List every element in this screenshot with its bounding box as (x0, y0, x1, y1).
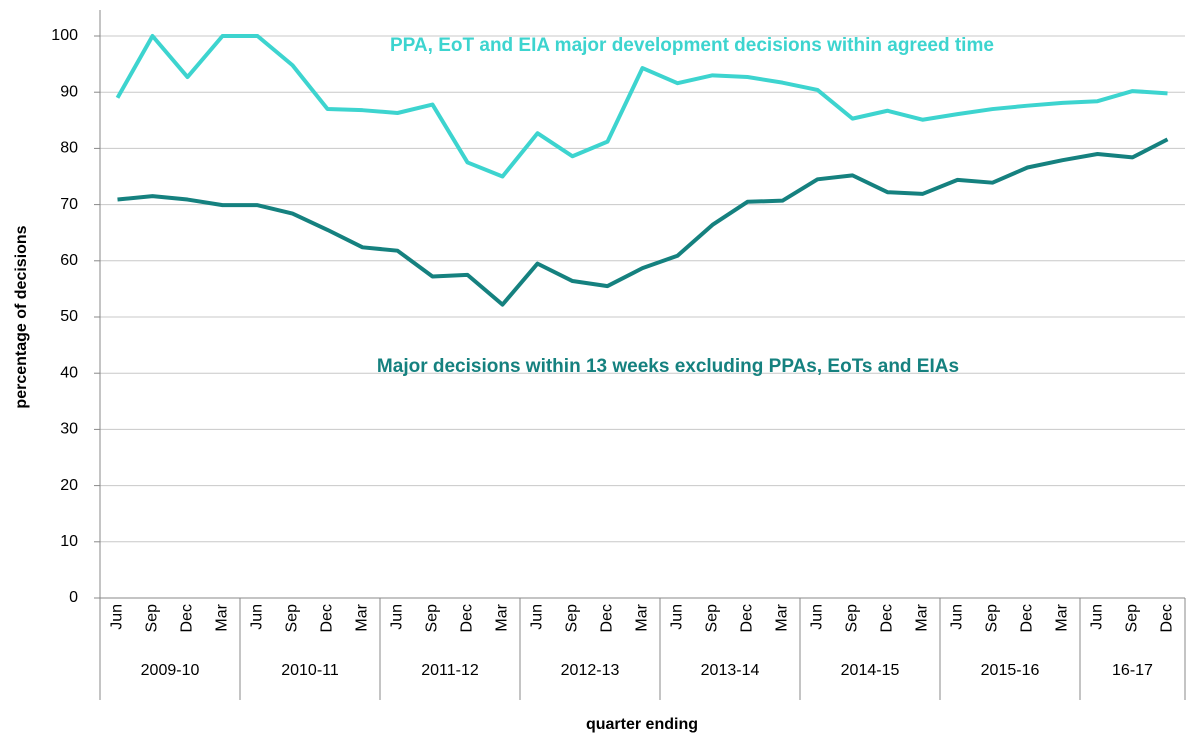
x-tick-label: Dec (459, 604, 476, 632)
x-tick-label: Sep (144, 604, 161, 633)
x-tick-label: Dec (179, 604, 196, 632)
x-tick-label: Sep (1124, 604, 1141, 633)
series-label: PPA, EoT and EIA major development decis… (390, 35, 994, 56)
y-tick-label: 70 (60, 196, 78, 213)
x-tick-label: Sep (564, 604, 581, 633)
y-tick-label: 50 (60, 308, 78, 325)
x-tick-label: Sep (984, 604, 1001, 633)
y-tick-label: 100 (51, 27, 78, 44)
y-tick-label: 40 (60, 364, 78, 381)
x-tick-label: Mar (774, 603, 791, 631)
group-label: 2012-13 (561, 662, 620, 679)
series-line (115, 34, 1168, 179)
x-tick-label: Sep (844, 604, 861, 633)
x-tick-label: Dec (319, 604, 336, 632)
x-tick-label: Dec (879, 604, 896, 632)
x-tick-label: Jun (529, 604, 546, 630)
x-tick-label: Jun (109, 604, 126, 630)
x-axis-label: quarter ending (586, 716, 698, 733)
x-tick-label: Mar (354, 603, 371, 631)
x-tick-label: Jun (1089, 604, 1106, 630)
x-tick-label: Jun (389, 604, 406, 630)
x-tick-label: Jun (809, 604, 826, 630)
group-label: 2015-16 (981, 662, 1040, 679)
x-tick-label: Mar (914, 603, 931, 631)
y-tick-label: 90 (60, 83, 78, 100)
x-tick-label: Jun (669, 604, 686, 630)
x-tick-label: Mar (1054, 603, 1071, 631)
y-tick-label: 0 (69, 589, 78, 606)
group-label: 2011-12 (421, 662, 479, 679)
series-line (117, 137, 1169, 307)
series-label: Major decisions within 13 weeks excludin… (377, 356, 959, 377)
x-tick-label: Mar (494, 603, 511, 631)
group-label: 2014-15 (841, 662, 900, 679)
group-label: 2013-14 (701, 662, 760, 679)
y-axis-label: percentage of decisions (13, 225, 30, 408)
x-tick-label: Dec (739, 604, 756, 632)
x-tick-label: Dec (1159, 604, 1176, 632)
x-tick-label: Dec (599, 604, 616, 632)
y-tick-label: 60 (60, 252, 78, 269)
y-tick-label: 20 (60, 477, 78, 494)
x-tick-label: Dec (1019, 604, 1036, 632)
x-tick-label: Jun (249, 604, 266, 630)
x-tick-label: Sep (424, 604, 441, 633)
y-tick-label: 80 (60, 140, 78, 157)
x-tick-label: Sep (284, 604, 301, 633)
group-label: 2010-11 (281, 662, 339, 679)
group-label: 16-17 (1112, 662, 1153, 679)
y-tick-label: 30 (60, 421, 78, 438)
x-tick-label: Mar (634, 603, 651, 631)
x-tick-label: Mar (214, 603, 231, 631)
x-tick-label: Jun (949, 604, 966, 630)
x-tick-label: Sep (704, 604, 721, 633)
y-tick-label: 10 (60, 533, 78, 550)
group-label: 2009-10 (141, 662, 200, 679)
